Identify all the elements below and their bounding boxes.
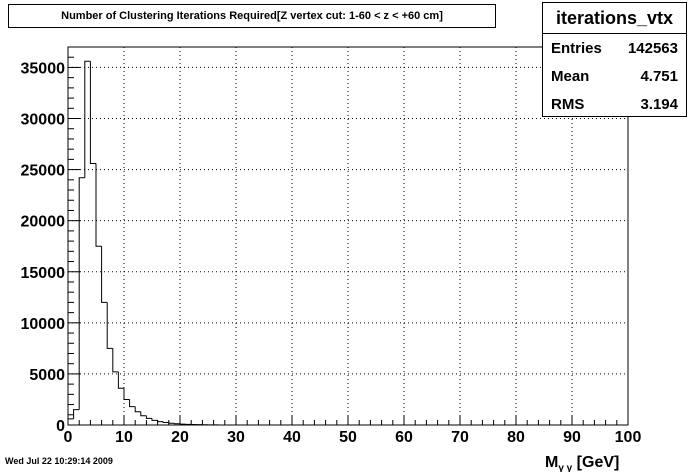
histogram-bin bbox=[162, 421, 169, 424]
stats-entries-label: Entries bbox=[551, 39, 602, 57]
y-axis-ticks: 0 5000 10000 15000 20000 25000 30000 35000 bbox=[21, 46, 80, 435]
histogram-bin bbox=[129, 399, 136, 408]
stats-histogram-name: iterations_vtx bbox=[543, 3, 686, 34]
histogram-bin bbox=[101, 246, 108, 303]
x-axis-ticks: 0 10 20 30 40 50 60 70 80 90 100 bbox=[64, 415, 642, 446]
stats-mean-label: Mean bbox=[551, 67, 590, 85]
y-tick-label: 10000 bbox=[21, 316, 66, 333]
histogram-bin bbox=[117, 371, 124, 389]
histogram-bin bbox=[173, 423, 180, 425]
x-tick-label: 50 bbox=[339, 429, 357, 446]
histogram-bin bbox=[134, 406, 141, 413]
x-axis-label-main: M bbox=[545, 454, 558, 471]
x-tick-label: 0 bbox=[64, 429, 73, 446]
x-tick-label: 30 bbox=[227, 429, 245, 446]
histogram-bin bbox=[145, 415, 152, 419]
stats-mean-value: 4.751 bbox=[640, 67, 678, 85]
histogram-bin bbox=[140, 411, 147, 417]
x-tick-label: 90 bbox=[563, 429, 581, 446]
y-tick-label: 25000 bbox=[21, 163, 66, 180]
stats-rms-value: 3.194 bbox=[640, 95, 678, 113]
x-axis-label: Mγ γ [GeV] bbox=[545, 454, 619, 472]
y-tick-label: 30000 bbox=[21, 112, 66, 129]
y-tick-label: 5000 bbox=[29, 367, 65, 384]
histogram-bin bbox=[106, 302, 113, 349]
x-tick-label: 60 bbox=[395, 429, 413, 446]
x-tick-label: 20 bbox=[171, 429, 189, 446]
x-tick-label: 100 bbox=[615, 429, 642, 446]
x-tick-label: 70 bbox=[451, 429, 469, 446]
stats-entries-value: 142563 bbox=[627, 39, 678, 57]
stats-box: iterations_vtx Entries 142563 Mean 4.751… bbox=[542, 2, 687, 117]
y-tick-label: 35000 bbox=[21, 60, 66, 77]
stats-row-mean: Mean 4.751 bbox=[543, 62, 686, 90]
histogram-bin bbox=[112, 348, 119, 373]
histogram-bin bbox=[73, 409, 80, 419]
stats-row-entries: Entries 142563 bbox=[543, 34, 686, 62]
histogram-bin bbox=[89, 61, 96, 164]
x-tick-label: 40 bbox=[283, 429, 301, 446]
y-tick-label: 0 bbox=[56, 418, 65, 435]
grid-lines bbox=[68, 47, 628, 425]
y-tick-label: 20000 bbox=[21, 214, 66, 231]
histogram-bin bbox=[151, 418, 158, 421]
chart-title: Number of Clustering Iterations Required… bbox=[8, 4, 496, 28]
x-axis-label-unit: [GeV] bbox=[572, 454, 619, 471]
histogram-bin bbox=[95, 163, 102, 247]
y-tick-label: 15000 bbox=[21, 265, 66, 282]
x-tick-label: 80 bbox=[507, 429, 525, 446]
x-tick-label: 10 bbox=[115, 429, 133, 446]
histogram-bin bbox=[84, 60, 91, 178]
stats-rms-label: RMS bbox=[551, 95, 585, 113]
plot-frame bbox=[67, 46, 629, 426]
histogram-bin bbox=[78, 177, 85, 410]
timestamp: Wed Jul 22 10:29:14 2009 bbox=[5, 456, 113, 466]
stats-row-rms: RMS 3.194 bbox=[543, 90, 686, 118]
x-axis-label-sub: γ γ bbox=[558, 463, 572, 472]
histogram-bin bbox=[123, 388, 130, 400]
